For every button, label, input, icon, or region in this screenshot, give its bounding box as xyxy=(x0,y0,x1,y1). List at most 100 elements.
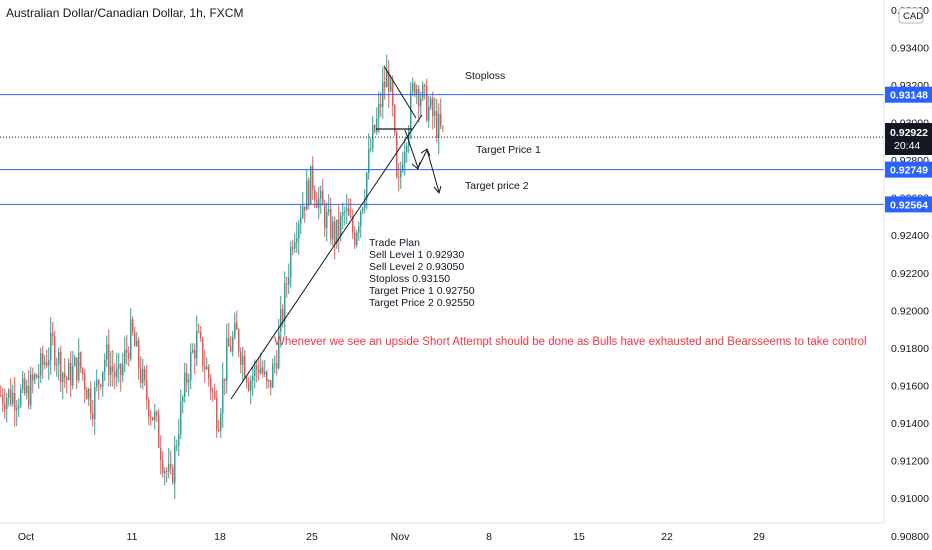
trade-plan-line: Target Price 1 0.92750 xyxy=(369,285,475,297)
y-tick-label: 0.92400 xyxy=(891,230,929,242)
candle xyxy=(268,379,270,389)
candle xyxy=(70,351,72,398)
candle xyxy=(90,380,92,420)
candle xyxy=(360,209,362,238)
candle xyxy=(146,365,148,410)
candle xyxy=(56,357,58,377)
candle xyxy=(222,362,224,428)
x-tick-label: 8 xyxy=(486,531,492,543)
candle xyxy=(366,171,368,210)
candle xyxy=(40,347,42,383)
price-scale[interactable]: 0.936000.934000.932000.930000.928000.926… xyxy=(883,0,932,550)
candle xyxy=(206,357,208,370)
candle xyxy=(106,335,108,367)
candle xyxy=(36,373,38,379)
candle xyxy=(76,357,78,390)
trend-drawings xyxy=(230,65,442,400)
candle xyxy=(30,366,32,410)
trade-plan-line: Stoploss 0.93150 xyxy=(369,273,450,285)
x-tick-label: 25 xyxy=(306,531,318,543)
candle xyxy=(358,221,360,241)
arrow-head-1 xyxy=(411,161,421,170)
candle xyxy=(378,91,380,134)
candle xyxy=(292,239,294,256)
candle xyxy=(276,349,278,376)
analysis-comment: Whenever we see an upside Short Attempt … xyxy=(274,336,867,348)
candle xyxy=(20,384,22,409)
candle xyxy=(64,358,66,388)
candle xyxy=(330,197,332,245)
current-price-value: 0.92922 xyxy=(890,127,928,139)
time-scale[interactable]: Oct 11 18 25 Nov 8 15 22 29 xyxy=(0,522,884,543)
x-tick-label: 29 xyxy=(753,531,765,543)
candle xyxy=(300,205,302,235)
candle xyxy=(320,185,322,214)
candle xyxy=(80,351,82,373)
candle xyxy=(102,371,104,397)
currency-badge[interactable] xyxy=(898,7,924,24)
candle xyxy=(364,189,366,214)
candle xyxy=(442,125,444,133)
candle xyxy=(286,276,288,298)
candle xyxy=(24,372,26,396)
candle xyxy=(430,95,432,110)
y-tick-label: 0.91600 xyxy=(891,380,929,392)
candle xyxy=(376,107,378,135)
candle xyxy=(78,338,80,383)
candle xyxy=(60,345,62,392)
y-tick-label: 0.91000 xyxy=(891,493,929,505)
candle xyxy=(174,435,176,499)
candle-series xyxy=(0,54,444,499)
candle xyxy=(354,226,356,250)
candle xyxy=(242,346,244,381)
candle xyxy=(136,331,138,347)
candle xyxy=(170,450,172,475)
candle xyxy=(98,378,100,400)
candle xyxy=(22,370,24,394)
candle xyxy=(348,198,350,217)
candle xyxy=(334,216,336,260)
candle xyxy=(246,375,248,389)
candle xyxy=(338,205,340,253)
ascending-trendline xyxy=(230,114,423,400)
level-tag xyxy=(885,161,932,178)
candle xyxy=(142,358,144,390)
candle xyxy=(134,326,136,347)
level-tag-value: 0.92749 xyxy=(890,165,928,177)
wedge-upper-line xyxy=(383,65,417,119)
x-tick-label: 18 xyxy=(214,531,226,543)
candle xyxy=(186,363,188,393)
candle xyxy=(48,347,50,381)
candle xyxy=(128,346,130,367)
candle xyxy=(226,323,228,394)
candle xyxy=(116,353,118,387)
candle xyxy=(258,358,260,381)
candle xyxy=(220,407,222,438)
candle xyxy=(180,389,182,440)
candle xyxy=(236,310,238,331)
candle xyxy=(46,349,48,368)
candle xyxy=(18,398,20,418)
candle xyxy=(138,337,140,380)
candle xyxy=(132,316,134,336)
candle xyxy=(68,358,70,381)
candle xyxy=(434,97,436,128)
candle xyxy=(288,263,290,294)
candle xyxy=(240,347,242,374)
candle xyxy=(38,363,40,389)
candle xyxy=(154,404,156,430)
candle xyxy=(392,75,394,117)
candle xyxy=(66,375,68,394)
candle xyxy=(210,374,212,400)
candle xyxy=(362,206,364,215)
candle xyxy=(344,206,346,226)
candle xyxy=(54,330,56,372)
candle xyxy=(122,352,124,382)
candle xyxy=(172,464,174,485)
candle xyxy=(26,379,28,400)
x-tick-label: Oct xyxy=(18,531,34,543)
candle xyxy=(120,362,122,392)
candle xyxy=(32,367,34,394)
candle xyxy=(308,177,310,210)
